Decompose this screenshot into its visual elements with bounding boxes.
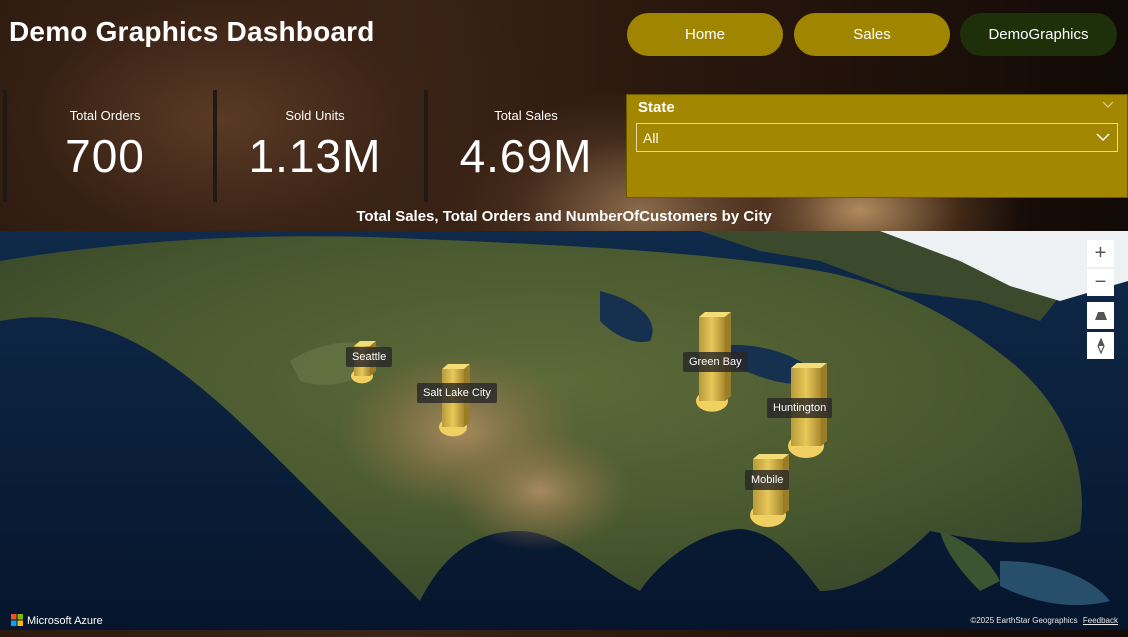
page-title: Demo Graphics Dashboard [9, 16, 375, 47]
kpi-divider [3, 90, 7, 202]
zoom-out-button[interactable]: − [1087, 269, 1114, 296]
sales-nav-button[interactable]: Sales [794, 13, 950, 56]
microsoft-logo-icon [11, 614, 23, 626]
pitch-icon[interactable] [1087, 302, 1114, 329]
kpi-card-total-orders: Total Orders 700 [0, 96, 210, 183]
city-label-salt-lake-city[interactable]: Salt Lake City [417, 383, 497, 403]
city-pillars [351, 312, 827, 527]
map-copyright: ©2025 EarthStar Geographics Feedback [970, 616, 1118, 625]
chevron-down-icon[interactable] [1101, 98, 1115, 112]
city-map[interactable]: + − Seattle Salt Lake City Green Bay Hun… [0, 231, 1128, 630]
city-label-mobile[interactable]: Mobile [745, 470, 790, 490]
kpi-label: Sold Units [285, 108, 345, 123]
zoom-in-button[interactable]: + [1087, 240, 1114, 267]
demographics-nav-button[interactable]: DemoGraphics [960, 13, 1117, 56]
kpi-value: 700 [65, 130, 145, 182]
copyright-text: ©2025 EarthStar Geographics [970, 616, 1078, 625]
chevron-down-icon [1096, 133, 1110, 142]
city-label-green-bay[interactable]: Green Bay [683, 352, 748, 372]
home-nav-button[interactable]: Home [627, 13, 783, 56]
kpi-divider [424, 90, 428, 202]
state-dropdown-value: All [643, 129, 659, 146]
city-label-huntington[interactable]: Huntington [767, 398, 833, 418]
kpi-value: 1.13M [248, 130, 382, 182]
state-slicer-label: State [638, 99, 675, 116]
compass-icon[interactable] [1087, 332, 1114, 359]
city-pillar-mobile[interactable] [750, 454, 789, 527]
azure-attribution: Microsoft Azure [27, 615, 103, 627]
city-label-seattle[interactable]: Seattle [346, 347, 393, 367]
kpi-label: Total Sales [494, 108, 558, 123]
kpi-divider [213, 90, 217, 202]
kpi-card-total-sales: Total Sales 4.69M [421, 96, 631, 183]
kpi-value: 4.69M [459, 130, 593, 182]
feedback-link[interactable]: Feedback [1082, 616, 1118, 625]
map-title: Total Sales, Total Orders and NumberOfCu… [356, 208, 772, 225]
state-dropdown[interactable]: All [636, 123, 1118, 152]
kpi-card-sold-units: Sold Units 1.13M [210, 96, 420, 183]
state-slicer: State All [626, 94, 1128, 198]
kpi-label: Total Orders [69, 108, 141, 123]
